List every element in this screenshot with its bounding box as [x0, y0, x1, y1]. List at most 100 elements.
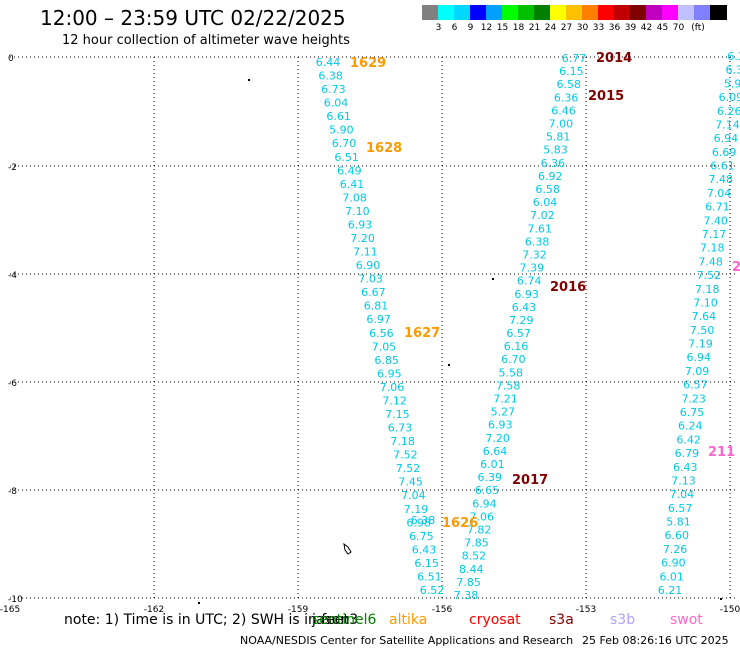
- y-tick-label: -6: [8, 379, 17, 389]
- wave-height-label: 6.3: [727, 50, 740, 63]
- wave-height-label: 7.19: [688, 338, 713, 351]
- wave-height-label: 5.90: [329, 124, 354, 137]
- wave-height-label: 6.43: [512, 301, 537, 314]
- satellite-key-sentinel6: sentinel6: [312, 612, 377, 628]
- wave-height-label: 7.23: [681, 392, 706, 405]
- wave-height-label: 7.29: [509, 314, 534, 327]
- legend-swatch: [566, 5, 583, 20]
- wave-height-label: 7.50: [690, 324, 715, 337]
- wave-height-label: 6.69: [712, 146, 737, 159]
- axis-labels: -165 -162 -159 -156 -153 -150 0 -2 -4 -6 -8 -10: [0, 54, 740, 615]
- legend-swatch: [518, 5, 535, 20]
- wave-height-label: 6.15: [414, 557, 439, 570]
- wave-height-label: 6.64: [483, 445, 508, 458]
- pass-time-label: 211: [708, 445, 735, 460]
- wave-height-label: 7.08: [342, 191, 367, 204]
- wave-height-label: 6.61: [326, 110, 351, 123]
- pass-time-label: 2: [732, 260, 740, 275]
- wave-height-label: 6.61: [710, 160, 735, 173]
- wave-height-label: 6.44: [316, 56, 341, 69]
- wave-height-label: 6.49: [337, 164, 362, 177]
- wave-height-label: 6.67: [361, 286, 386, 299]
- wave-height-label: 7.04: [707, 187, 732, 200]
- x-tick-label: -165: [0, 605, 20, 615]
- pass-labels: 1629 1628 1627 1626 2014 2015 2016 2017 211 2: [350, 51, 740, 531]
- wave-height-label: 6.43: [673, 461, 698, 474]
- wave-height-label: 6.52: [420, 584, 445, 597]
- island-mark: [248, 79, 250, 81]
- wave-height-label: 6.46: [551, 104, 576, 117]
- legend-label: 3: [435, 23, 442, 33]
- island-mark: [720, 598, 722, 600]
- wave-height-label: 6.74: [517, 275, 542, 288]
- wave-height-label: 6.90: [661, 557, 686, 570]
- wave-height-label: 7.85: [464, 537, 489, 550]
- wave-height-label: 6.57: [668, 502, 693, 515]
- legend-swatch: [550, 5, 567, 20]
- wave-height-label: 6.94: [472, 497, 497, 510]
- wave-height-label: 5.81: [666, 516, 691, 529]
- wave-height-label: 7.10: [345, 205, 370, 218]
- wave-height-label: 7.18: [695, 283, 720, 296]
- wave-height-label: 7.18: [700, 242, 725, 255]
- wave-height-label: 6.93: [514, 288, 539, 301]
- island-mark: [343, 542, 352, 555]
- grid-lines: [10, 56, 738, 599]
- legend-label: 24: [544, 23, 557, 33]
- footnote: note: 1) Time is in UTC; 2) SWH is in fe…: [64, 612, 350, 628]
- wave-height-label: 6.57: [506, 327, 531, 340]
- wave-height-label: 6.51: [334, 151, 359, 164]
- wave-height-label: 6.73: [388, 422, 413, 435]
- wave-height-label: 7.03: [358, 273, 383, 286]
- wave-height-label: 7.15: [385, 408, 410, 421]
- wave-height-label: 7.45: [398, 476, 423, 489]
- legend-label: 39: [624, 23, 637, 33]
- wave-height-label: 6.70: [332, 137, 357, 150]
- satellite-key-swot: swot: [670, 612, 703, 628]
- legend-swatch: [694, 5, 711, 20]
- wave-height-label: 7.48: [698, 255, 723, 268]
- wave-height-label: 6.94: [687, 351, 712, 364]
- legend-label: 36: [608, 23, 621, 33]
- satellite-key-altika: altika: [389, 612, 428, 628]
- island-mark: [198, 602, 200, 604]
- wave-height-label: 7.14: [715, 118, 740, 131]
- wave-height-label: 7.85: [456, 576, 481, 589]
- wave-height-label: 7.05: [372, 340, 397, 353]
- wave-height-label: 7.09: [685, 365, 710, 378]
- wave-height-label: 7.21: [493, 393, 518, 406]
- wave-height-label: 7.52: [393, 449, 418, 462]
- wave-height-label: 7.82: [467, 524, 492, 537]
- wave-height-label: 6.3: [726, 64, 740, 77]
- wave-height-label: 6.79: [675, 447, 700, 460]
- coastline-marks: [198, 79, 722, 604]
- pass-time-label: 2017: [512, 473, 548, 488]
- wave-height-label: 7.40: [703, 214, 728, 227]
- wave-height-label: 7.58: [496, 379, 521, 392]
- wave-height-label: 6.56: [369, 327, 394, 340]
- wave-height-label: 7.04: [670, 488, 695, 501]
- legend-label: 6: [451, 23, 458, 33]
- wave-height-label: 6.04: [533, 196, 558, 209]
- wave-height-label: 5.27: [491, 406, 516, 419]
- legend-swatch: [502, 5, 519, 20]
- pass-time-label: 2015: [588, 89, 624, 104]
- wave-height-label: 6.42: [676, 433, 701, 446]
- wave-height-label: 8.44: [459, 563, 484, 576]
- legend-label: 21: [528, 23, 541, 33]
- wave-height-label: 6.38: [318, 70, 343, 83]
- wave-height-label: 7.17: [702, 228, 727, 241]
- wave-height-label: 6.36: [554, 91, 579, 104]
- legend-swatch: [534, 5, 551, 20]
- wave-height-label: 7.04: [401, 489, 426, 502]
- wave-height-label: 6.15: [559, 65, 584, 78]
- generation-timestamp: 25 Feb 08:26:16 UTC 2025: [582, 634, 729, 647]
- x-tick-label: -162: [144, 605, 164, 615]
- legend-label: 9: [467, 23, 474, 33]
- wave-height-label: 7.11: [353, 246, 378, 259]
- wave-height-label: 6.95: [377, 367, 402, 380]
- wave-height-label: 7.52: [697, 269, 722, 282]
- wave-height-label: 7.61: [528, 222, 553, 235]
- wave-height-label: 6.16: [504, 340, 529, 353]
- wave-height-label: 7.13: [671, 474, 696, 487]
